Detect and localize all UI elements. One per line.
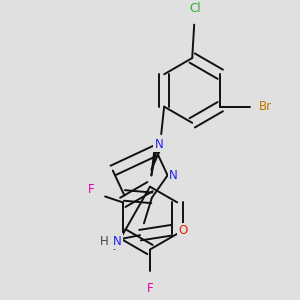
Text: F: F: [88, 183, 95, 196]
Text: N: N: [154, 138, 163, 151]
Text: O: O: [178, 224, 188, 237]
Text: N: N: [113, 235, 122, 248]
Text: H: H: [100, 235, 109, 248]
Text: O: O: [154, 137, 164, 151]
Text: N: N: [169, 169, 178, 182]
Text: Cl: Cl: [189, 2, 201, 15]
Text: F: F: [147, 282, 153, 295]
Text: Br: Br: [259, 100, 272, 113]
